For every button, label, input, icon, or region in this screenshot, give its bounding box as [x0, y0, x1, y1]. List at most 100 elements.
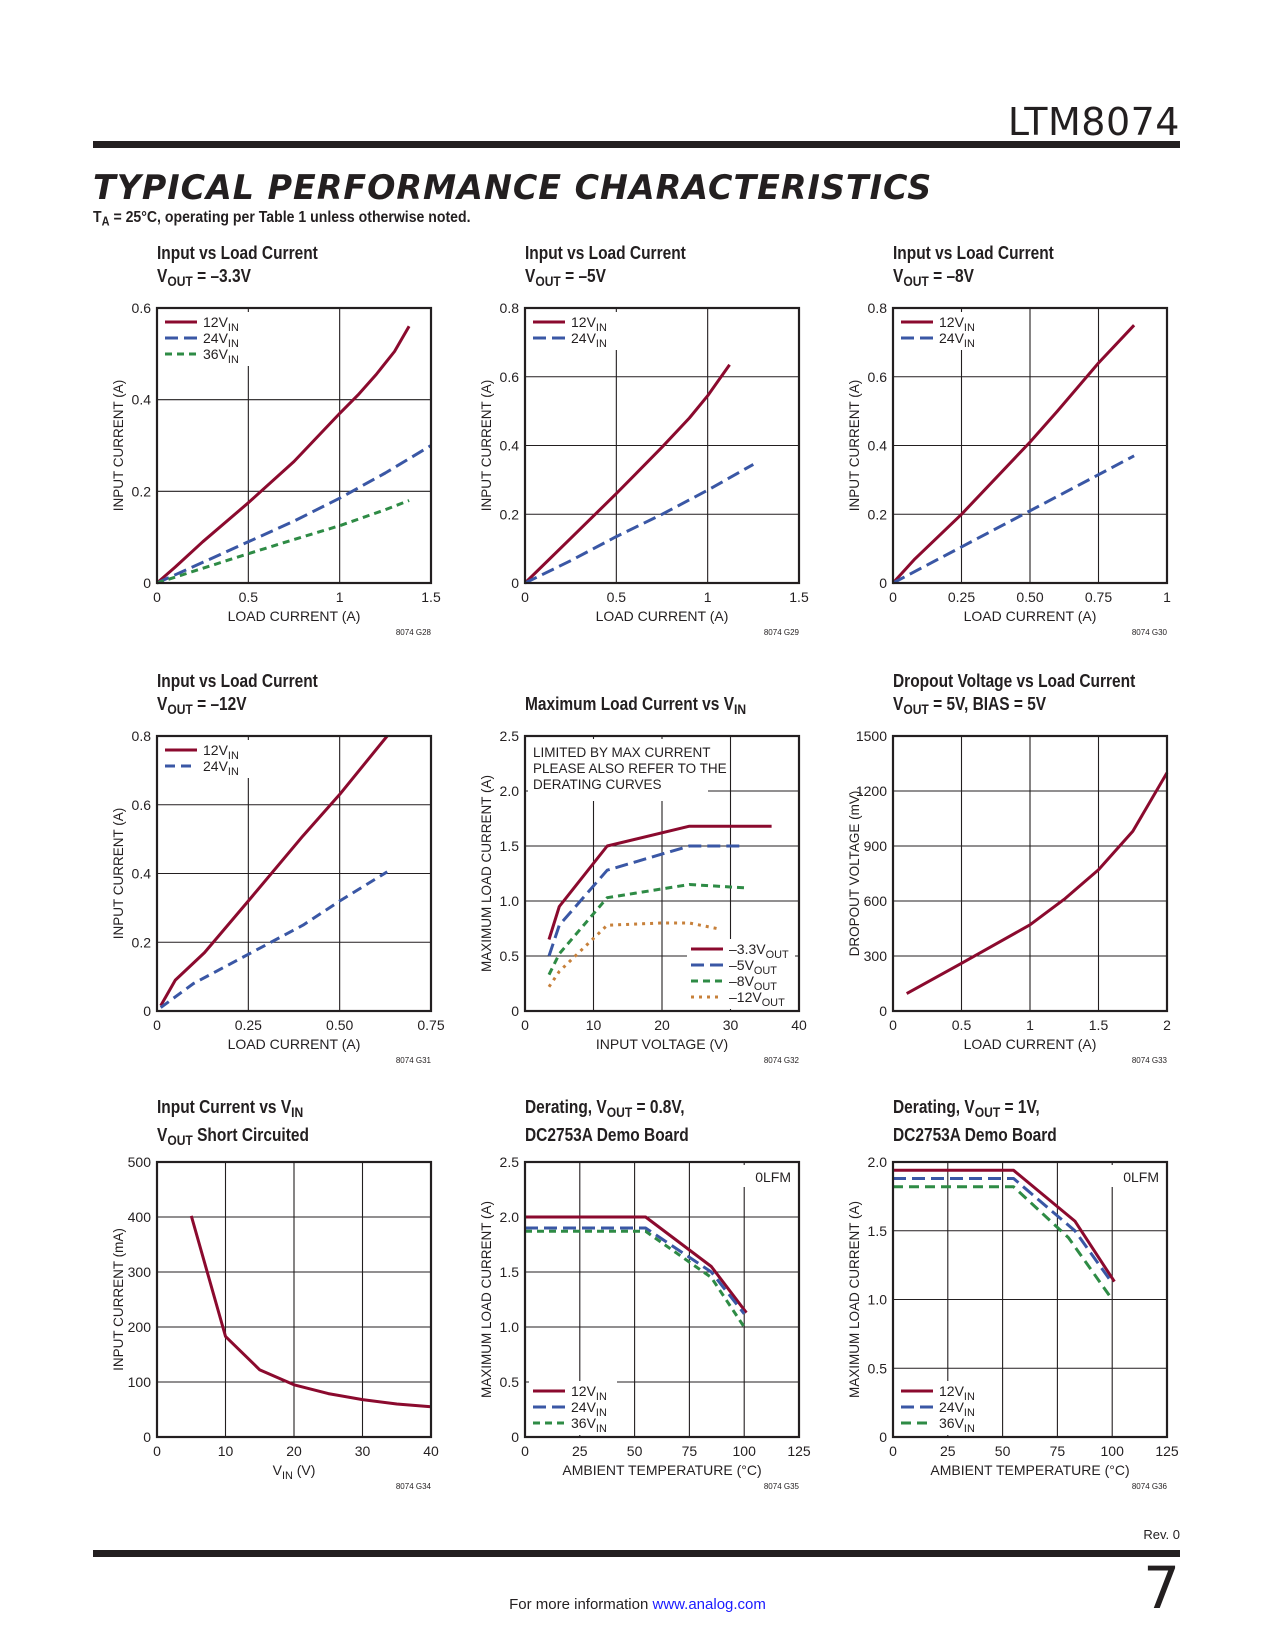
- x-tick-label: 20: [286, 1443, 302, 1459]
- figure-code: 8074 G30: [1132, 628, 1168, 637]
- y-tick-label: 2.5: [500, 728, 520, 744]
- y-tick-label: 0.2: [500, 506, 520, 522]
- y-tick-label: 0: [879, 1429, 887, 1445]
- series-line-24vin: [892, 454, 1135, 585]
- figure-code: 8074 G35: [764, 1482, 800, 1491]
- chart-title-part: V: [893, 694, 904, 714]
- x-axis-label: VIN (V): [273, 1462, 316, 1482]
- legend-label: 24VIN: [203, 330, 239, 350]
- chart-title-part: = –3.3V: [192, 266, 251, 286]
- x-tick-label: 0: [889, 1017, 897, 1033]
- y-tick-label: 0.4: [868, 438, 888, 454]
- legend-label-part: –8V: [729, 973, 755, 989]
- annotation-text: PLEASE ALSO REFER TO THE: [533, 761, 727, 776]
- y-tick-label: 0.5: [868, 1360, 888, 1376]
- chart-title: Dropout Voltage vs Load Current VOUT = 5V…: [893, 670, 1135, 721]
- chart-title-line: Derating, VOUT = 1V,: [893, 1096, 1057, 1124]
- x-axis-label-part: LOAD CURRENT (A): [964, 1036, 1097, 1052]
- chart-title-part: Input vs Load Current: [157, 671, 318, 691]
- x-tick-label: 100: [733, 1443, 757, 1459]
- chart-title: Derating, VOUT = 0.8V, DC2753A Demo Board: [525, 1096, 689, 1147]
- y-tick-label: 0: [879, 1003, 887, 1019]
- y-axis-label: INPUT CURRENT (mA): [111, 1228, 126, 1371]
- chart-title: Input vs Load Current VOUT = –12V: [157, 670, 318, 721]
- corner-note-background: [741, 1165, 796, 1187]
- y-tick-label: 0.2: [868, 506, 888, 522]
- chart-title: Derating, VOUT = 1V, DC2753A Demo Board: [893, 1096, 1057, 1147]
- plot-frame: [155, 1160, 433, 1439]
- figure-code: 8074 G29: [764, 628, 800, 637]
- legend-label-part: 24V: [939, 1399, 965, 1415]
- chart-title-part: V: [157, 694, 168, 714]
- y-tick-label: 0.6: [500, 369, 520, 385]
- y-tick-label: 2.0: [868, 1154, 888, 1170]
- corner-note: 0LFM: [1123, 1169, 1159, 1185]
- y-tick-label: 1.5: [500, 1264, 520, 1280]
- footer-info: For more information www.analog.com: [0, 1596, 1275, 1613]
- y-axis-label: MAXIMUM LOAD CURRENT (A): [479, 775, 494, 972]
- chart-title-part: V: [157, 1124, 168, 1145]
- x-tick-label: 0.25: [235, 1017, 262, 1033]
- legend-label-part: 24V: [203, 330, 229, 346]
- x-tick-label: 1: [1163, 589, 1171, 605]
- y-tick-label: 1500: [856, 728, 887, 744]
- x-tick-label: 0.25: [948, 589, 975, 605]
- series-line-12vin: [891, 324, 1136, 585]
- series-line-12vout: [547, 921, 718, 988]
- legend-label-part: IN: [596, 1423, 607, 1435]
- x-axis-label: AMBIENT TEMPERATURE (°C): [930, 1462, 1129, 1478]
- legend-label-part: IN: [596, 322, 607, 334]
- x-axis-label: LOAD CURRENT (A): [228, 1036, 361, 1052]
- plot-frame: [523, 734, 801, 1013]
- legend-label: 12VIN: [939, 314, 975, 334]
- chart-title-part: V: [893, 266, 904, 286]
- chart-g30: Input vs Load Current VOUT = –8V 12VIN 24VI…: [826, 243, 1171, 637]
- y-tick-label: 0: [879, 575, 887, 591]
- chart-title-line: DC2753A Demo Board: [525, 1124, 689, 1147]
- series-line-36vin: [525, 1229, 746, 1328]
- chart-title-line: VOUT = 5V, BIAS = 5V: [893, 693, 1135, 721]
- x-tick-label: 125: [1155, 1443, 1179, 1459]
- y-tick-label: 0.4: [132, 866, 152, 882]
- x-tick-label: 2: [1163, 1017, 1171, 1033]
- test-conditions: TA = 25°C, operating per Table 1 unless …: [93, 209, 471, 228]
- x-tick-label: 0.50: [326, 1017, 353, 1033]
- plot-frame: [155, 306, 433, 585]
- x-tick-label: 0: [521, 589, 529, 605]
- legend-label: 12VIN: [203, 314, 239, 334]
- series-line-24vin: [525, 1226, 746, 1315]
- x-tick-label: 0: [153, 589, 161, 605]
- chart-title-part: OUT: [167, 1131, 193, 1148]
- y-tick-label: 0.6: [132, 300, 152, 316]
- revision: Rev. 0: [1143, 1527, 1180, 1542]
- x-tick-label: 25: [572, 1443, 588, 1459]
- chart-title-line: VOUT = –12V: [157, 693, 318, 721]
- y-axis-label: DROPOUT VOLTAGE (mV): [847, 791, 862, 957]
- y-tick-label: 300: [128, 1264, 152, 1280]
- chart-title-part: V: [157, 266, 168, 286]
- series-line-8vout: [547, 883, 745, 976]
- y-tick-label: 0: [143, 1429, 151, 1445]
- chart-title-line: VOUT = –3.3V: [157, 265, 318, 293]
- chart-title-part: V: [525, 266, 536, 286]
- y-axis-label: INPUT CURRENT (A): [111, 380, 126, 512]
- chart-title-part: OUT: [167, 272, 193, 289]
- legend-label-part: 24V: [203, 758, 229, 774]
- x-tick-label: 0.75: [1085, 589, 1112, 605]
- conditions-t: T: [93, 209, 102, 226]
- plot-frame: [523, 306, 801, 585]
- y-axis-label: INPUT CURRENT (A): [111, 808, 126, 940]
- y-tick-label: 0: [511, 575, 519, 591]
- legend-label: –12VOUT: [729, 989, 785, 1009]
- analog-link[interactable]: www.analog.com: [652, 1596, 766, 1613]
- legend-label: –3.3VOUT: [729, 941, 789, 961]
- plot-frame: [523, 1160, 801, 1439]
- y-tick-label: 0.5: [500, 1374, 520, 1390]
- x-tick-label: 10: [218, 1443, 234, 1459]
- y-tick-label: 1.0: [500, 893, 520, 909]
